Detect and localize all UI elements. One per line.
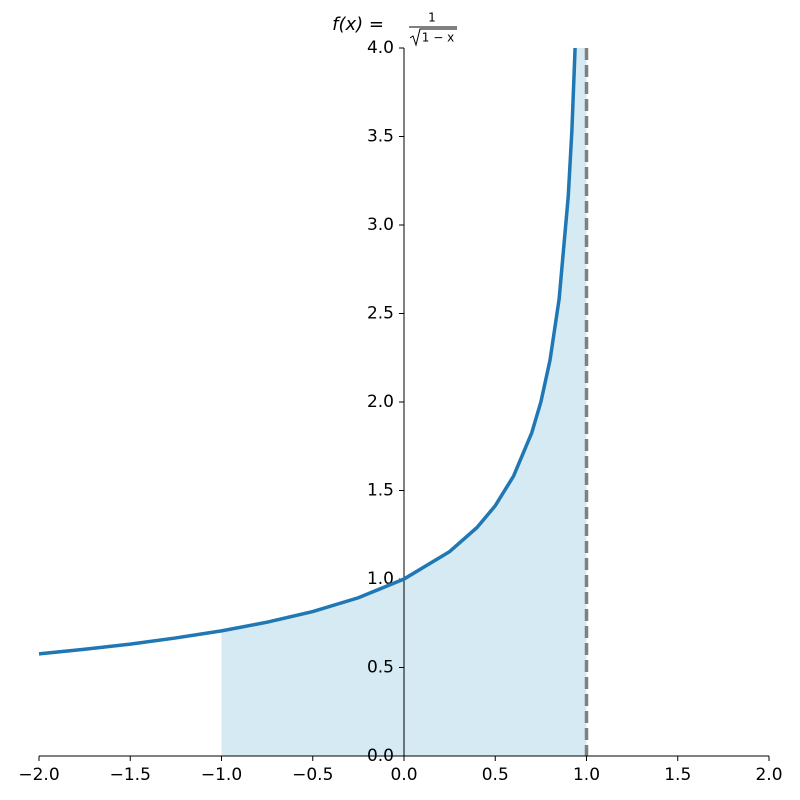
y-tick-label: 0.5	[367, 658, 394, 678]
x-tick-label: 2.0	[755, 765, 782, 785]
y-tick-label: 2.0	[367, 392, 394, 412]
y-tick-label: 2.5	[367, 304, 394, 324]
x-tick-label: 1.0	[573, 765, 600, 785]
x-tick-label: 0.0	[390, 765, 417, 785]
y-tick-label: 0.0	[367, 746, 394, 766]
title-numerator: 1	[428, 11, 436, 25]
x-tick-label: −2.0	[18, 765, 59, 785]
x-tick-label: −0.5	[292, 765, 333, 785]
title-lhs: f(x) =	[332, 14, 384, 35]
y-tick-label: 1.0	[367, 569, 394, 589]
x-tick-label: 1.5	[664, 765, 691, 785]
y-tick-label: 1.5	[367, 481, 394, 501]
x-tick-label: 0.5	[482, 765, 509, 785]
y-tick-label: 3.0	[367, 215, 394, 235]
chart-title: f(x) = 1 1 − x	[332, 11, 457, 47]
x-tick-label: −1.5	[110, 765, 151, 785]
shaded-area	[221, 48, 587, 756]
y-tick-label: 3.5	[367, 127, 394, 147]
sqrt-sign	[409, 28, 457, 47]
function-curve	[38, 47, 577, 656]
x-tick-label: −1.0	[201, 765, 242, 785]
title-denominator: 1 − x	[422, 31, 454, 45]
y-tick-label: 4.0	[367, 38, 394, 58]
